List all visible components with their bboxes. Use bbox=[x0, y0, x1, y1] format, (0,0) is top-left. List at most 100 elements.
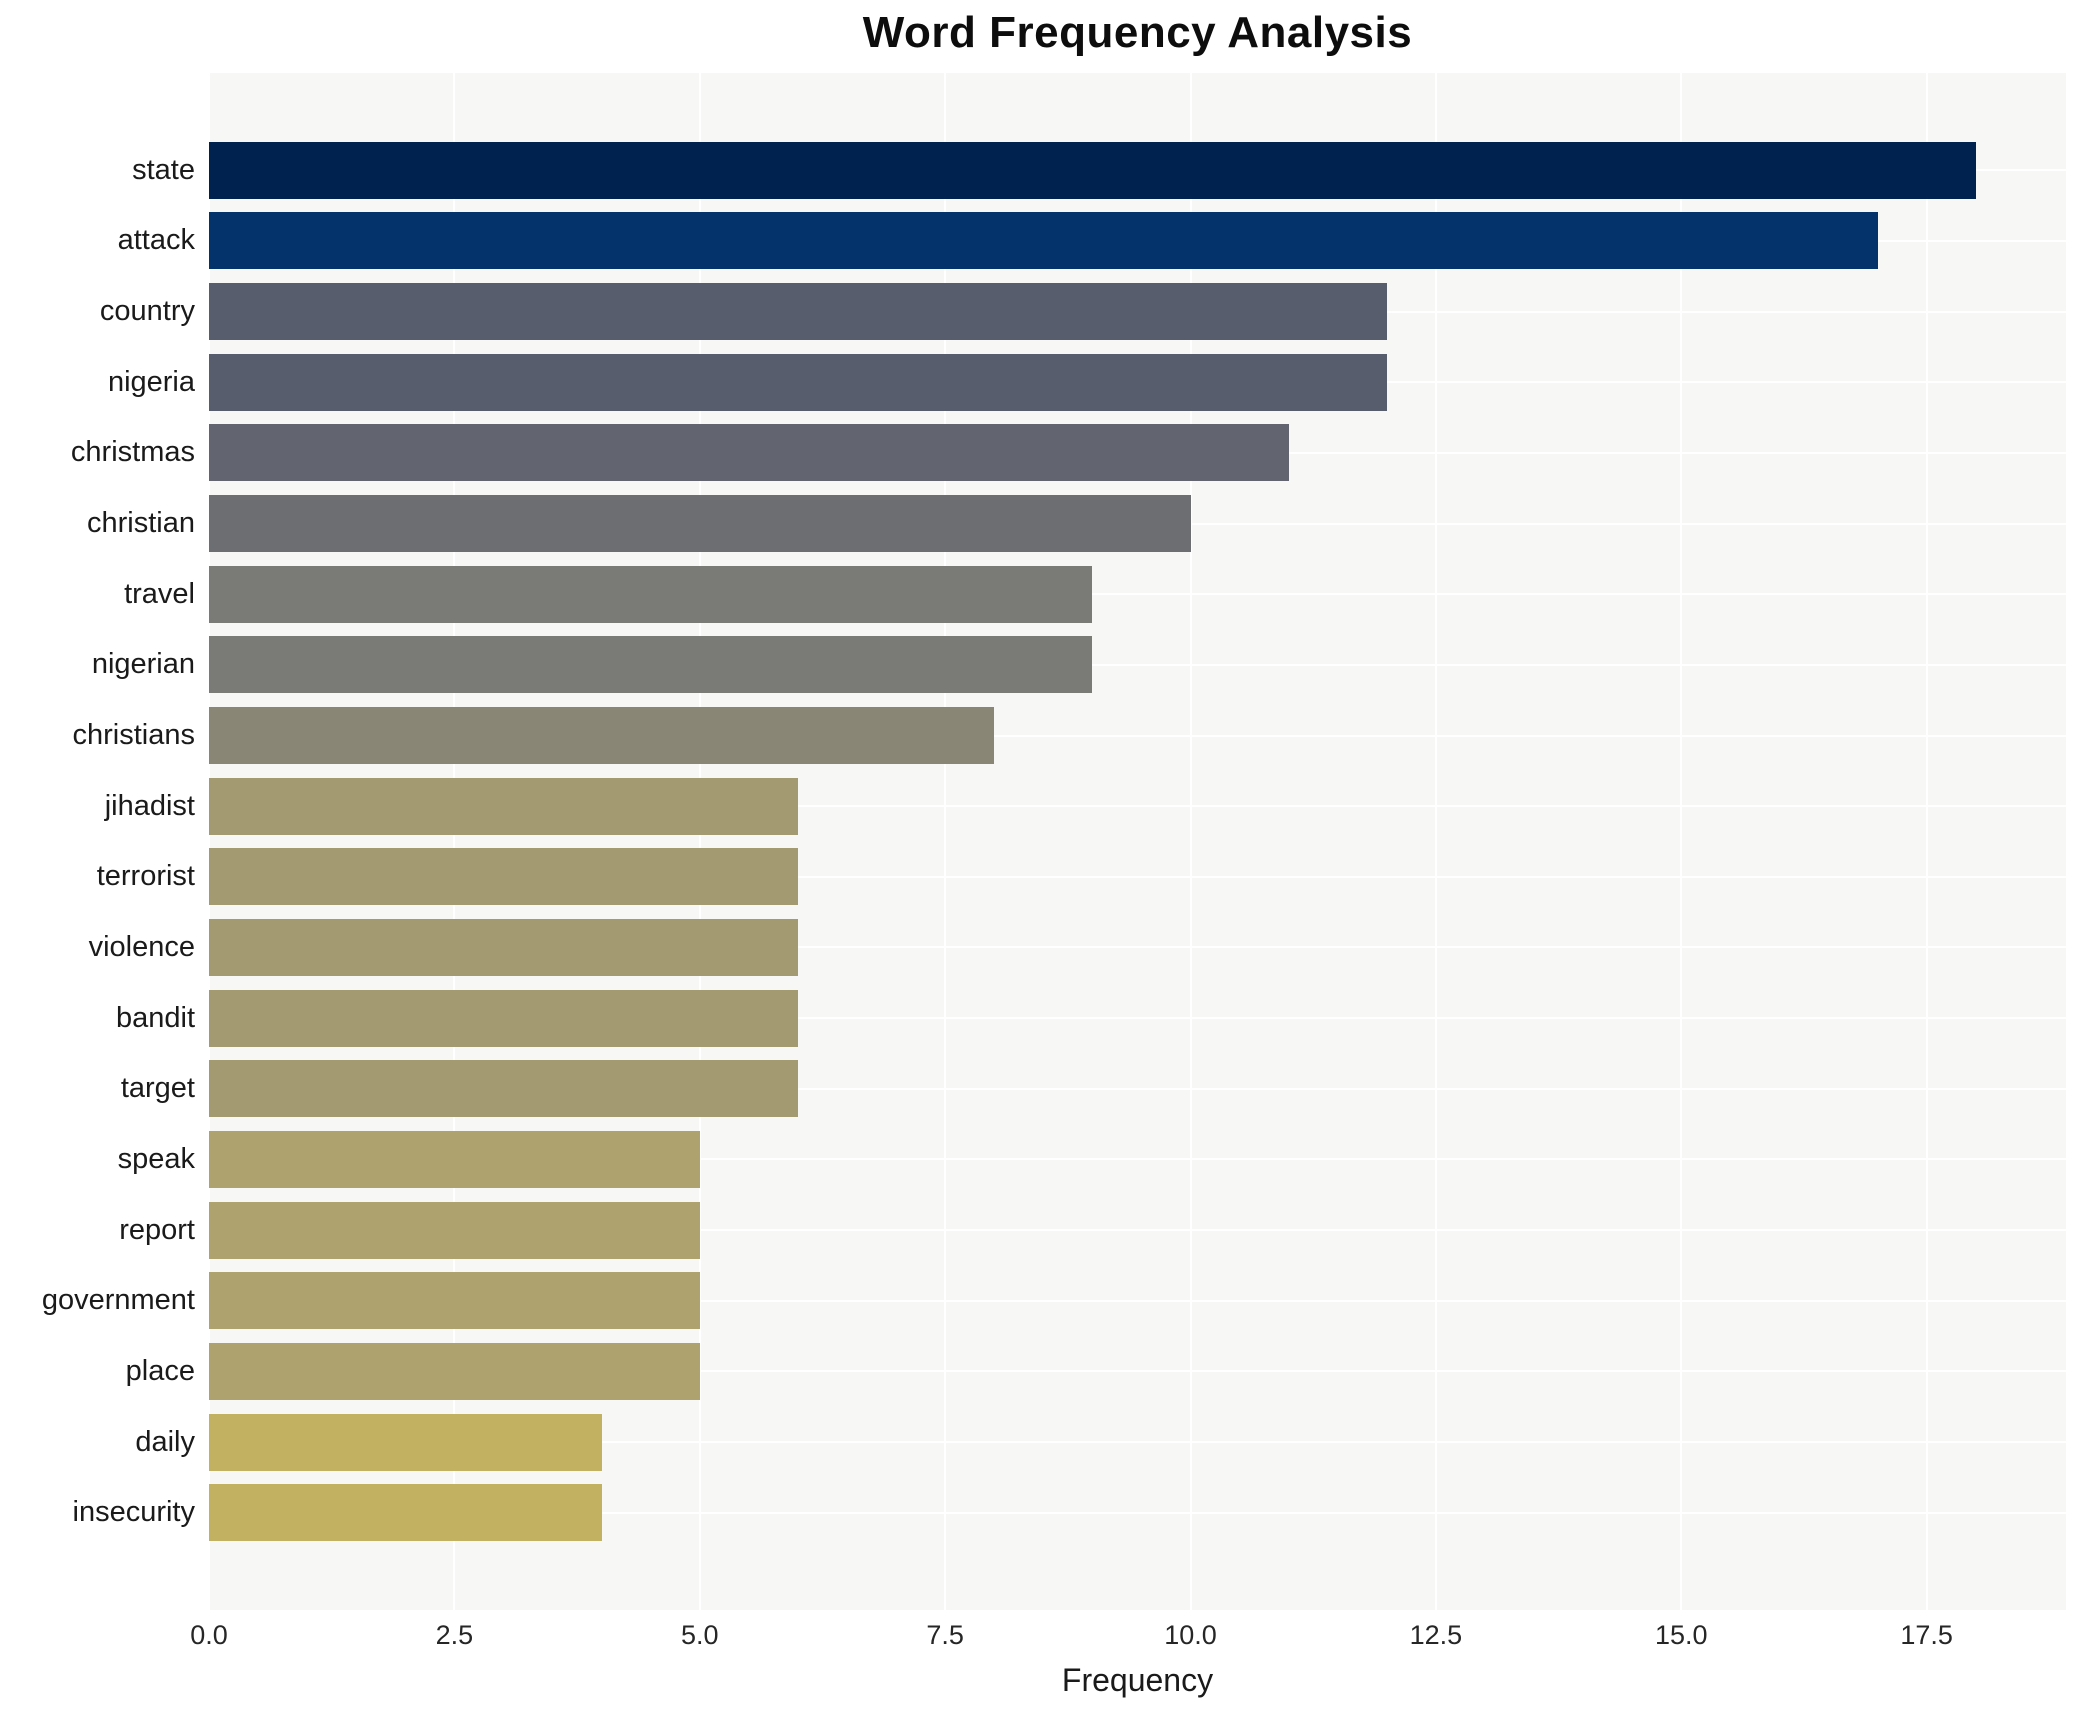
bar-track bbox=[209, 1342, 2066, 1400]
frequency-bar bbox=[209, 919, 798, 977]
bar-track bbox=[209, 919, 2066, 977]
x-tick-label: 7.5 bbox=[926, 1620, 964, 1650]
horizontal-gridline bbox=[209, 1299, 2066, 1302]
frequency-bar bbox=[209, 848, 798, 906]
frequency-bar bbox=[209, 565, 1093, 623]
x-tick-label: 0.0 bbox=[190, 1620, 228, 1650]
bar-row: violence bbox=[0, 912, 2066, 983]
frequency-bar bbox=[209, 1201, 700, 1259]
frequency-bar bbox=[209, 1060, 798, 1118]
frequency-bar bbox=[209, 424, 1289, 482]
vertical-gridline bbox=[1189, 73, 1192, 1610]
bar-row: place bbox=[0, 1336, 2066, 1407]
bar-track bbox=[209, 707, 2066, 765]
bar-row: state bbox=[0, 135, 2066, 206]
vertical-gridline bbox=[453, 73, 456, 1610]
frequency-bar bbox=[209, 636, 1093, 694]
vertical-gridline bbox=[1434, 73, 1437, 1610]
horizontal-gridline bbox=[209, 946, 2066, 949]
bar-track bbox=[209, 1484, 2066, 1542]
horizontal-gridline bbox=[209, 1017, 2066, 1020]
bar-row: country bbox=[0, 276, 2066, 347]
x-axis-label: Frequency bbox=[1061, 1662, 1214, 1698]
horizontal-gridline bbox=[209, 805, 2066, 808]
bar-row: terrorist bbox=[0, 842, 2066, 913]
vertical-gridline bbox=[1680, 73, 1683, 1610]
bar-row: nigerian bbox=[0, 630, 2066, 701]
chart-title: Word Frequency Analysis bbox=[862, 8, 1413, 57]
bar-row: report bbox=[0, 1195, 2066, 1266]
frequency-bar bbox=[209, 1413, 602, 1471]
bar-row: nigeria bbox=[0, 347, 2066, 418]
category-label: violence bbox=[88, 931, 195, 964]
frequency-bar bbox=[209, 1342, 700, 1400]
frequency-bar bbox=[209, 777, 798, 835]
frequency-bar bbox=[209, 212, 1878, 270]
frequency-bar bbox=[209, 353, 1387, 411]
x-axis-ticks: 0.0 2.5 5.0 7.5 10.0 12.5 15.0 17.5 bbox=[190, 1620, 2066, 1660]
category-label: christian bbox=[87, 507, 195, 540]
category-label: place bbox=[125, 1354, 195, 1387]
bar-row: travel bbox=[0, 559, 2066, 630]
bar-row: christian bbox=[0, 488, 2066, 559]
bar-track bbox=[209, 212, 2066, 270]
vertical-gridline bbox=[1925, 73, 1928, 1610]
bar-row: government bbox=[0, 1266, 2066, 1337]
bar-track bbox=[209, 424, 2066, 482]
category-label: government bbox=[41, 1284, 195, 1317]
bar-track bbox=[209, 1201, 2066, 1259]
frequency-bar bbox=[209, 707, 995, 765]
horizontal-gridline bbox=[209, 875, 2066, 878]
horizontal-gridline bbox=[209, 1229, 2066, 1232]
horizontal-gridline bbox=[209, 1087, 2066, 1090]
category-label: country bbox=[99, 295, 195, 328]
bar-row: christmas bbox=[0, 418, 2066, 489]
bar-track bbox=[209, 353, 2066, 411]
frequency-bar bbox=[209, 1484, 602, 1542]
x-tick-label: 15.0 bbox=[1654, 1620, 1708, 1650]
horizontal-gridline bbox=[209, 1511, 2066, 1514]
bar-track bbox=[209, 283, 2066, 341]
bar-track bbox=[209, 1413, 2066, 1471]
category-label: christians bbox=[72, 719, 196, 752]
bar-rows: state attack country nigeria christmas christ… bbox=[0, 73, 2066, 1610]
frequency-bar bbox=[209, 283, 1387, 341]
bar-track bbox=[209, 1272, 2066, 1330]
frequency-bar bbox=[209, 1131, 700, 1189]
frequency-bar bbox=[209, 1272, 700, 1330]
horizontal-gridline bbox=[209, 734, 2066, 737]
bar-row: target bbox=[0, 1054, 2066, 1125]
horizontal-gridline bbox=[209, 593, 2066, 596]
category-label: insecurity bbox=[72, 1496, 196, 1529]
x-tick-label: 12.5 bbox=[1409, 1620, 1463, 1650]
vertical-gridline bbox=[698, 73, 701, 1610]
category-label: attack bbox=[117, 224, 195, 257]
category-label: speak bbox=[117, 1143, 195, 1176]
bar-row: insecurity bbox=[0, 1477, 2066, 1548]
category-label: jihadist bbox=[104, 789, 195, 822]
frequency-bar bbox=[209, 989, 798, 1047]
horizontal-gridline bbox=[209, 1158, 2066, 1161]
category-label: report bbox=[119, 1213, 195, 1246]
category-label: state bbox=[132, 153, 195, 186]
bar-track bbox=[209, 565, 2066, 623]
vertical-gridline bbox=[944, 73, 947, 1610]
category-label: nigeria bbox=[107, 365, 195, 398]
bar-track bbox=[209, 495, 2066, 553]
bar-track bbox=[209, 1060, 2066, 1118]
bar-track bbox=[209, 989, 2066, 1047]
vertical-gridline bbox=[208, 73, 210, 1610]
bar-row: bandit bbox=[0, 983, 2066, 1054]
category-label: nigerian bbox=[91, 648, 195, 681]
horizontal-gridline bbox=[209, 1441, 2066, 1444]
bar-track bbox=[209, 777, 2066, 835]
x-tick-label: 17.5 bbox=[1900, 1620, 1953, 1650]
horizontal-gridline bbox=[209, 663, 2066, 666]
frequency-bar bbox=[209, 495, 1191, 553]
x-tick-label: 2.5 bbox=[435, 1620, 474, 1650]
category-label: daily bbox=[135, 1425, 195, 1458]
horizontal-gridline bbox=[209, 1370, 2066, 1373]
x-tick-label: 5.0 bbox=[680, 1620, 719, 1650]
category-label: christmas bbox=[70, 436, 195, 469]
